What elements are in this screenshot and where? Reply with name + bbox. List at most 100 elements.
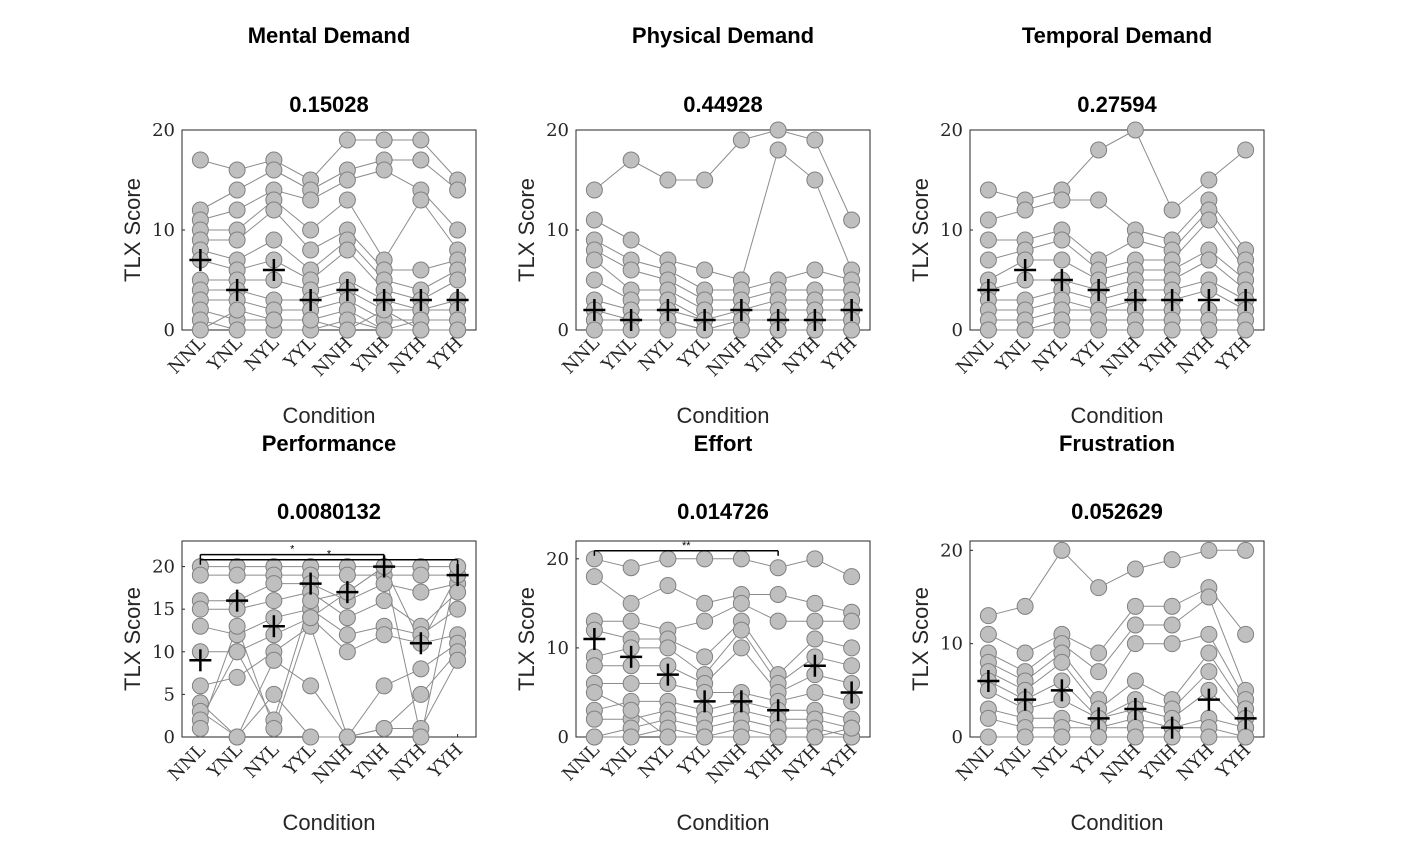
y-tick-label: 20 — [546, 120, 569, 141]
data-point — [622, 261, 640, 279]
y-axis-label: TLX Score — [514, 178, 539, 282]
data-point — [696, 728, 714, 746]
data-point — [375, 677, 393, 695]
data-point — [1237, 728, 1255, 746]
data-point — [449, 271, 467, 289]
data-point — [375, 592, 393, 610]
x-tick-label: YNH — [741, 333, 787, 379]
data-point — [1200, 211, 1218, 229]
y-tick-label: 0 — [952, 320, 963, 341]
data-point — [338, 626, 356, 644]
x-tick-label: NYH — [1173, 740, 1218, 785]
data-point — [338, 171, 356, 189]
data-point — [1237, 625, 1255, 643]
x-axis-label: Condition — [283, 810, 376, 835]
data-point — [302, 728, 320, 746]
data-point — [1053, 541, 1071, 559]
data-point — [622, 728, 640, 746]
data-point — [412, 191, 430, 209]
data-point — [302, 592, 320, 610]
x-tick-label: NNH — [1097, 740, 1145, 788]
data-point — [375, 626, 393, 644]
data-point — [806, 612, 824, 630]
x-tick-label: NYL — [635, 740, 678, 783]
data-point — [843, 639, 861, 657]
x-tick-label: NNH — [309, 333, 357, 381]
panel-effort: Effort0.01472601020NNLYNLNYLYYLNNHYNHNYH… — [514, 431, 871, 835]
data-point — [659, 728, 677, 746]
data-point — [732, 728, 750, 746]
x-tick-label: NYH — [779, 740, 824, 785]
data-point — [1200, 625, 1218, 643]
y-axis-label: TLX Score — [908, 178, 933, 282]
data-point — [412, 660, 430, 678]
data-point — [191, 321, 209, 339]
data-point — [622, 594, 640, 612]
data-point — [1053, 231, 1071, 249]
data-point — [228, 643, 246, 661]
y-tick-label: 0 — [558, 727, 569, 748]
x-tick-label: YYH — [818, 333, 861, 376]
data-point — [979, 625, 997, 643]
data-point — [1016, 644, 1034, 662]
data-point — [979, 231, 997, 249]
data-point — [265, 575, 283, 593]
x-tick-label: NYH — [779, 333, 824, 378]
p-value: 0.052629 — [1071, 499, 1163, 524]
x-axis-label: Condition — [1071, 810, 1164, 835]
data-point — [1126, 597, 1144, 615]
data-point — [1126, 321, 1144, 339]
x-tick-label: NYH — [1173, 333, 1218, 378]
data-point — [449, 600, 467, 618]
data-point — [228, 181, 246, 199]
data-point — [585, 568, 603, 586]
data-point — [1200, 728, 1218, 746]
data-point — [412, 261, 430, 279]
data-point — [191, 677, 209, 695]
data-point — [1053, 251, 1071, 269]
data-point — [1053, 728, 1071, 746]
data-point — [732, 131, 750, 149]
x-tick-label: YNL — [991, 333, 1035, 377]
data-point — [1237, 141, 1255, 159]
data-point — [806, 683, 824, 701]
data-point — [265, 651, 283, 669]
y-tick-label: 10 — [152, 220, 175, 241]
data-point — [696, 550, 714, 568]
data-point — [449, 321, 467, 339]
data-point — [449, 583, 467, 601]
data-point — [585, 710, 603, 728]
x-tick-label: NNH — [1097, 333, 1145, 381]
data-point — [265, 311, 283, 329]
data-point — [1016, 597, 1034, 615]
data-point — [696, 261, 714, 279]
data-point — [302, 221, 320, 239]
x-axis-label: Condition — [677, 810, 770, 835]
data-point — [1200, 251, 1218, 269]
p-value: 0.014726 — [677, 499, 769, 524]
data-point — [622, 701, 640, 719]
panel-title: Frustration — [1059, 431, 1175, 456]
significance-label: ** — [682, 540, 691, 552]
data-point — [1163, 635, 1181, 653]
data-point — [843, 612, 861, 630]
data-point — [1090, 663, 1108, 681]
x-tick-label: YNL — [203, 740, 247, 784]
x-tick-label: NYL — [635, 333, 678, 376]
data-point — [1090, 191, 1108, 209]
data-point — [1126, 616, 1144, 634]
p-value: 0.15028 — [289, 92, 369, 117]
data-point — [1053, 321, 1071, 339]
data-point — [806, 594, 824, 612]
data-point — [585, 683, 603, 701]
data-point — [1090, 579, 1108, 597]
y-tick-label: 20 — [152, 557, 175, 578]
p-value: 0.44928 — [683, 92, 763, 117]
data-point — [1237, 541, 1255, 559]
data-point — [806, 630, 824, 648]
data-point — [265, 231, 283, 249]
significance-label: * — [327, 549, 332, 561]
data-point — [191, 566, 209, 584]
data-point — [338, 191, 356, 209]
data-point — [1163, 597, 1181, 615]
